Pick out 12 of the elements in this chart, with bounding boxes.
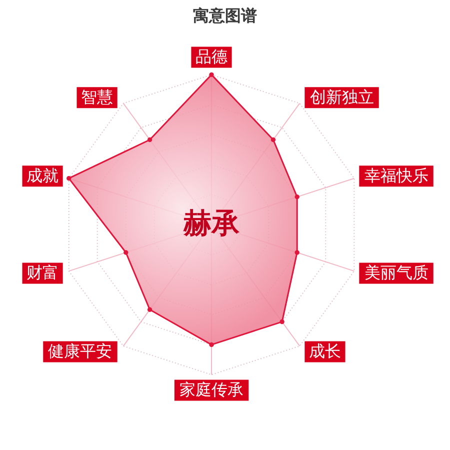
spoke-label: 创新独立 xyxy=(310,88,374,107)
text: 赫承 xyxy=(182,206,240,240)
chart-title: 寓意图谱 xyxy=(193,6,257,25)
spoke-label: 幸福快乐 xyxy=(364,166,428,186)
spoke-label: 成就 xyxy=(26,166,59,186)
spoke-label: 家庭传承 xyxy=(180,380,244,400)
spoke-label: 品德 xyxy=(196,47,228,66)
spoke-label: 健康平安 xyxy=(48,342,112,361)
spoke-label: 成长 xyxy=(308,342,341,361)
spoke-label: 财富 xyxy=(26,263,59,282)
spoke-label: 美丽气质 xyxy=(364,263,428,282)
spoke-label: 智慧 xyxy=(81,88,114,107)
